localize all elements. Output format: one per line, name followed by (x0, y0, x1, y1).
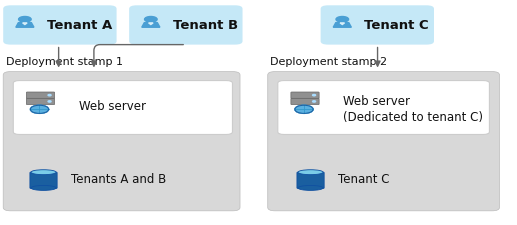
Text: Tenant C: Tenant C (364, 19, 429, 32)
FancyBboxPatch shape (268, 72, 499, 211)
Polygon shape (148, 24, 153, 25)
Polygon shape (142, 24, 160, 28)
Text: Tenant A: Tenant A (47, 19, 112, 32)
Ellipse shape (31, 186, 56, 191)
Polygon shape (23, 24, 27, 25)
Circle shape (145, 17, 157, 23)
Text: Web server: Web server (343, 95, 410, 108)
FancyBboxPatch shape (3, 72, 240, 211)
Polygon shape (340, 24, 344, 25)
Text: Tenants A and B: Tenants A and B (71, 173, 166, 186)
Circle shape (295, 106, 313, 114)
FancyBboxPatch shape (129, 6, 242, 45)
Text: (Dedicated to tenant C): (Dedicated to tenant C) (343, 110, 483, 124)
FancyBboxPatch shape (26, 93, 55, 99)
Circle shape (31, 106, 49, 114)
Circle shape (48, 101, 51, 103)
Text: Tenant C: Tenant C (338, 173, 390, 186)
Circle shape (295, 106, 313, 114)
Circle shape (48, 95, 51, 96)
FancyBboxPatch shape (291, 99, 319, 105)
FancyBboxPatch shape (297, 172, 324, 189)
Text: Tenant B: Tenant B (173, 19, 238, 32)
Text: Deployment stamp 1: Deployment stamp 1 (6, 57, 123, 67)
Ellipse shape (31, 170, 56, 175)
Polygon shape (16, 24, 34, 28)
FancyBboxPatch shape (3, 6, 116, 45)
FancyBboxPatch shape (26, 99, 55, 105)
Circle shape (31, 106, 49, 114)
Circle shape (313, 101, 315, 103)
Ellipse shape (298, 170, 323, 175)
Ellipse shape (298, 186, 323, 191)
Text: Web server: Web server (79, 99, 146, 112)
FancyBboxPatch shape (13, 81, 233, 135)
Circle shape (336, 17, 348, 23)
Circle shape (19, 17, 31, 23)
Text: Deployment stamp 2: Deployment stamp 2 (270, 57, 387, 67)
Circle shape (313, 95, 315, 96)
FancyBboxPatch shape (278, 81, 490, 135)
FancyBboxPatch shape (30, 172, 57, 189)
FancyBboxPatch shape (291, 93, 319, 99)
FancyBboxPatch shape (321, 6, 434, 45)
Polygon shape (333, 24, 352, 28)
